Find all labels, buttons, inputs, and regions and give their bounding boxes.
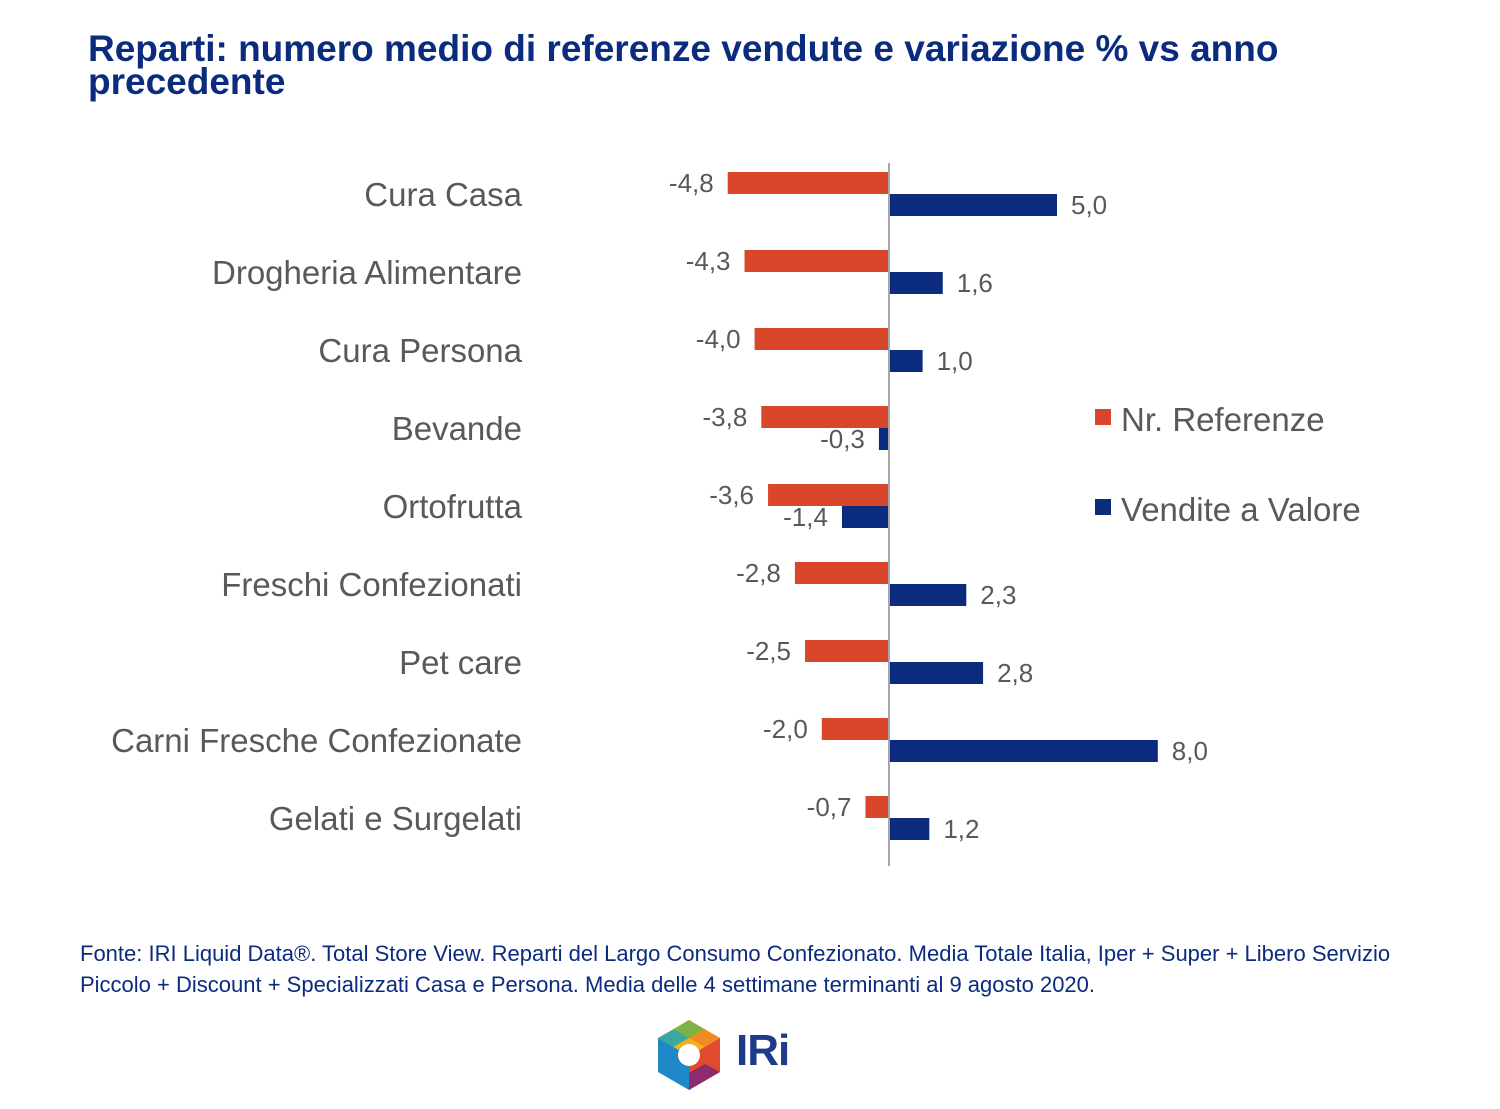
bar-referenze [761, 406, 889, 428]
legend: Nr. Referenze Vendite a Valore [1095, 401, 1361, 528]
bar-vendite [889, 272, 943, 294]
bar-vendite [889, 350, 923, 372]
data-label: -2,8 [736, 558, 781, 588]
category-label: Carni Fresche Confezionate [111, 722, 522, 759]
bar-referenze [794, 562, 889, 584]
category-label: Drogheria Alimentare [212, 254, 522, 291]
category-label: Cura Casa [364, 176, 522, 213]
data-label: -4,0 [696, 324, 741, 354]
bar-vendite [889, 194, 1057, 216]
iri-cube-icon [658, 1020, 720, 1090]
data-label: -4,8 [669, 168, 714, 198]
bar-chart: Cura Casa -4,8 5,0 Drogheria Alimentare -4,3… [111, 163, 1361, 866]
bar-vendite [841, 506, 889, 528]
data-label: 1,6 [957, 268, 993, 298]
bar-referenze [768, 484, 889, 506]
data-label: 2,3 [980, 580, 1016, 610]
labels-group: Cura Casa -4,8 5,0 Drogheria Alimentare -4,3… [111, 168, 1208, 844]
data-label: 2,8 [997, 658, 1033, 688]
category-label: Cura Persona [318, 332, 522, 369]
data-label: -0,7 [807, 792, 852, 822]
bar-referenze [865, 796, 889, 818]
legend-label: Nr. Referenze [1121, 401, 1325, 438]
category-label: Pet care [399, 644, 522, 681]
data-label: -2,5 [746, 636, 791, 666]
category-label: Bevande [392, 410, 522, 447]
bar-referenze [821, 718, 889, 740]
logo-text: IRi [736, 1026, 790, 1075]
data-label: -0,3 [820, 424, 865, 454]
bar-referenze [805, 640, 889, 662]
bar-vendite [889, 584, 967, 606]
legend-swatch [1095, 499, 1111, 515]
data-label: -3,6 [709, 480, 754, 510]
category-label: Freschi Confezionati [221, 566, 522, 603]
bars-group [727, 172, 1158, 840]
chart-title: Reparti: numero medio di referenze vendu… [88, 28, 1279, 102]
bar-vendite [889, 662, 984, 684]
data-label: -3,8 [703, 402, 748, 432]
data-label: 5,0 [1071, 190, 1107, 220]
data-label: 1,0 [937, 346, 973, 376]
bar-referenze [744, 250, 889, 272]
data-label: -4,3 [686, 246, 731, 276]
iri-logo: IRi [654, 1018, 804, 1092]
bar-referenze [727, 172, 889, 194]
category-label: Ortofrutta [383, 488, 523, 525]
data-label: 1,2 [943, 814, 979, 844]
legend-swatch [1095, 409, 1111, 425]
data-label: 8,0 [1172, 736, 1208, 766]
bar-vendite [889, 818, 930, 840]
legend-label: Vendite a Valore [1121, 491, 1361, 528]
data-label: -2,0 [763, 714, 808, 744]
category-label: Gelati e Surgelati [269, 800, 522, 837]
bar-referenze [754, 328, 889, 350]
data-label: -1,4 [783, 502, 828, 532]
bar-vendite [878, 428, 889, 450]
bar-vendite [889, 740, 1158, 762]
source-note: Fonte: IRI Liquid Data®. Total Store Vie… [80, 941, 1391, 997]
